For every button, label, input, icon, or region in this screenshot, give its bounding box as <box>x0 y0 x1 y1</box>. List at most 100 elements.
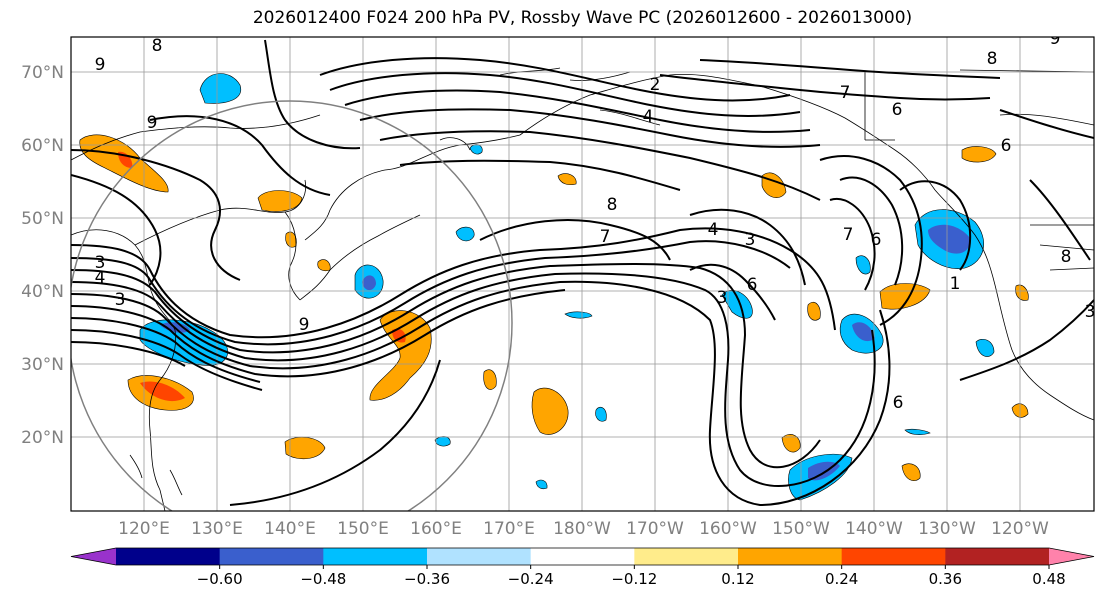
contour-label: 8 <box>607 195 618 215</box>
lon-label: 150°W <box>772 519 830 539</box>
contour-label: 4 <box>643 107 654 127</box>
colorbar-tick-label: −0.48 <box>300 570 346 588</box>
colorbar-segment <box>945 548 1050 565</box>
colorbar: −0.60 −0.48 −0.36 −0.24 −0.12 0.12 0.24 0.36 0.4… <box>70 547 1095 588</box>
colorbar-segment <box>530 548 635 565</box>
colorbar-tick-label: 0.48 <box>1032 570 1065 588</box>
lon-label: 140°E <box>264 519 316 539</box>
contour-label: 2 <box>650 75 661 95</box>
positive-anomaly <box>807 301 821 321</box>
map-frame <box>70 36 1095 512</box>
contour-label: 7 <box>840 83 851 103</box>
contour-label: 4 <box>95 268 106 288</box>
colorbar-tick-label: 0.24 <box>825 570 858 588</box>
lon-label: 170°W <box>626 519 684 539</box>
colorbar-segment <box>219 548 324 565</box>
negative-anomaly <box>928 224 971 254</box>
contour-label: 3 <box>115 290 126 310</box>
colorbar-segment <box>116 548 221 565</box>
contour-label: 6 <box>871 230 882 250</box>
colorbar-extend-low <box>71 548 116 565</box>
contour-label: 6 <box>893 393 904 413</box>
pv-contours <box>71 39 1094 507</box>
lat-labels: 70°N 60°N 50°N 40°N 30°N 20°N <box>21 63 64 448</box>
positive-anomaly <box>1015 284 1029 301</box>
lon-label: 180°W <box>553 519 611 539</box>
positive-anomaly <box>369 310 432 401</box>
contour-label: 3 <box>745 230 756 250</box>
contour-label: 8 <box>987 49 998 69</box>
positive-anomaly <box>392 328 406 343</box>
lon-label: 150°E <box>337 519 389 539</box>
contour-label: 3 <box>95 253 106 273</box>
positive-anomaly <box>483 369 497 390</box>
lat-label: 20°N <box>21 428 64 448</box>
contour-label: 3 <box>1085 302 1096 322</box>
lat-label: 60°N <box>21 136 64 156</box>
lon-label: 140°W <box>845 519 903 539</box>
lat-label: 70°N <box>21 63 64 83</box>
positive-anomaly <box>557 173 577 186</box>
contour-label: 7 <box>843 225 854 245</box>
lon-label: 120°E <box>118 519 170 539</box>
positive-anomaly <box>961 146 997 163</box>
map-title: 2026012400 F024 200 hPa PV, Rossby Wave … <box>252 8 913 28</box>
contour-label: 7 <box>600 227 611 247</box>
contour-label: 9 <box>147 113 158 133</box>
lat-label: 30°N <box>21 355 64 375</box>
lon-label: 170°E <box>483 519 535 539</box>
contour-label: 8 <box>152 36 163 56</box>
colorbar-extend-high <box>1049 548 1094 565</box>
graticule <box>71 37 1094 511</box>
colorbar-segment <box>738 548 843 565</box>
negative-anomaly <box>455 226 475 242</box>
contour-label: 6 <box>747 275 758 295</box>
colorbar-tick-label: −0.36 <box>404 570 450 588</box>
contour-label: 9 <box>1050 29 1061 49</box>
negative-anomaly <box>904 428 931 435</box>
negative-anomaly <box>595 407 607 422</box>
lon-label: 120°W <box>991 519 1049 539</box>
colorbar-outline <box>70 547 1095 566</box>
colorbar-tick-label: 0.12 <box>721 570 754 588</box>
lon-label: 130°W <box>918 519 976 539</box>
lat-label: 40°N <box>21 282 64 302</box>
negative-anomaly <box>721 290 753 319</box>
contour-label: 3 <box>717 288 728 308</box>
lon-labels: 120°E 130°E 140°E 150°E 160°E 170°E 180°… <box>118 519 1049 539</box>
positive-anomaly <box>140 381 185 402</box>
negative-anomaly <box>362 275 376 291</box>
colorbar-segment <box>634 548 739 565</box>
colorbar-tick-label: −0.60 <box>197 570 243 588</box>
coastlines <box>71 67 1094 511</box>
contour-label: 4 <box>708 220 719 240</box>
contour-label: 8 <box>1061 247 1072 267</box>
colorbar-segment <box>427 548 532 565</box>
colorbar-segment <box>323 548 428 565</box>
anomaly-shading <box>79 73 1029 501</box>
negative-anomaly <box>975 339 995 357</box>
colorbar-segment <box>841 548 946 565</box>
range-circle <box>71 100 513 511</box>
lon-label: 160°W <box>699 519 757 539</box>
negative-anomaly <box>855 255 871 275</box>
colorbar-tick-label: 0.36 <box>929 570 962 588</box>
contour-label: 6 <box>892 100 903 120</box>
lat-label: 50°N <box>21 209 64 229</box>
colorbar-tick-label: −0.12 <box>611 570 657 588</box>
contour-label: 1 <box>950 274 961 294</box>
positive-anomaly <box>531 387 569 435</box>
positive-anomaly <box>284 436 326 460</box>
positive-anomaly <box>118 151 133 168</box>
positive-anomaly <box>901 463 921 481</box>
contour-label: 9 <box>299 315 310 335</box>
colorbar-tick-label: −0.24 <box>508 570 554 588</box>
positive-anomaly <box>781 434 801 453</box>
contour-label: 6 <box>1001 136 1012 156</box>
lon-label: 160°E <box>410 519 462 539</box>
negative-anomaly <box>564 311 593 319</box>
negative-anomaly <box>535 479 548 490</box>
negative-anomaly <box>852 322 875 342</box>
